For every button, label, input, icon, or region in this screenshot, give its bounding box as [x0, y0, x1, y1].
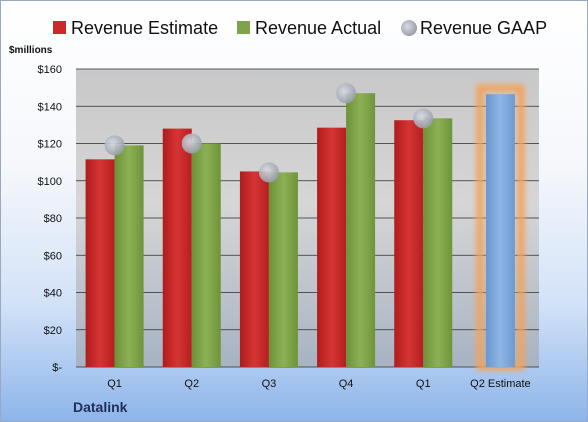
bar-revenue-estimate	[85, 159, 115, 367]
gaap-marker	[104, 135, 125, 156]
bars	[85, 84, 525, 371]
x-tick-label: Q2	[184, 378, 199, 390]
bar-revenue-estimate	[239, 171, 269, 367]
legend-swatch-revenue-estimate	[53, 21, 66, 34]
x-tick-label: Q3	[262, 378, 277, 390]
x-tick-label: Q1	[107, 378, 122, 390]
y-tick-label: $60	[44, 250, 62, 262]
y-axis-ticks: $- $20 $40 $60 $80 $100 $120 $140 $160	[38, 64, 63, 374]
gridlines	[76, 68, 539, 368]
y-tick-label: $100	[38, 176, 62, 188]
bar-revenue-estimate	[317, 127, 347, 367]
legend-swatch-revenue-actual	[237, 21, 250, 34]
y-axis-unit-label: $millions	[9, 45, 53, 56]
bar-q2-estimate	[485, 94, 515, 368]
bar-revenue-actual	[268, 172, 298, 367]
x-axis-labels: Q1 Q2 Q3 Q4 Q1 Q2 Estimate	[107, 378, 530, 390]
gaap-marker	[258, 162, 279, 183]
y-tick-label: $20	[44, 325, 62, 337]
gaap-marker	[181, 133, 202, 154]
legend-label-revenue-estimate: Revenue Estimate	[71, 18, 218, 38]
bar-revenue-estimate	[394, 120, 424, 367]
bar-revenue-estimate	[162, 128, 192, 367]
y-tick-label: $120	[38, 139, 62, 151]
y-tick-label: $40	[44, 288, 62, 300]
gaap-marker	[336, 83, 357, 104]
bar-revenue-actual	[114, 145, 144, 367]
bar-revenue-actual	[423, 118, 453, 367]
y-tick-label: $140	[38, 101, 62, 113]
gaap-markers	[104, 83, 434, 183]
bar-revenue-actual	[346, 93, 376, 368]
y-tick-label: $160	[38, 64, 62, 76]
x-tick-label: Q2 Estimate	[470, 378, 531, 390]
x-tick-label: Q4	[339, 378, 354, 390]
x-tick-label: Q1	[416, 378, 431, 390]
y-tick-label: $80	[44, 213, 62, 225]
gaap-marker	[413, 108, 434, 129]
legend-label-revenue-actual: Revenue Actual	[255, 18, 381, 38]
chart-legend: Revenue Estimate Revenue Actual Revenue …	[53, 18, 547, 38]
bar-revenue-actual	[191, 143, 221, 367]
source-label: Datalink	[73, 399, 128, 415]
legend-marker-revenue-gaap	[401, 20, 417, 36]
y-tick-label: $-	[52, 362, 62, 374]
legend-label-revenue-gaap: Revenue GAAP	[420, 18, 547, 38]
